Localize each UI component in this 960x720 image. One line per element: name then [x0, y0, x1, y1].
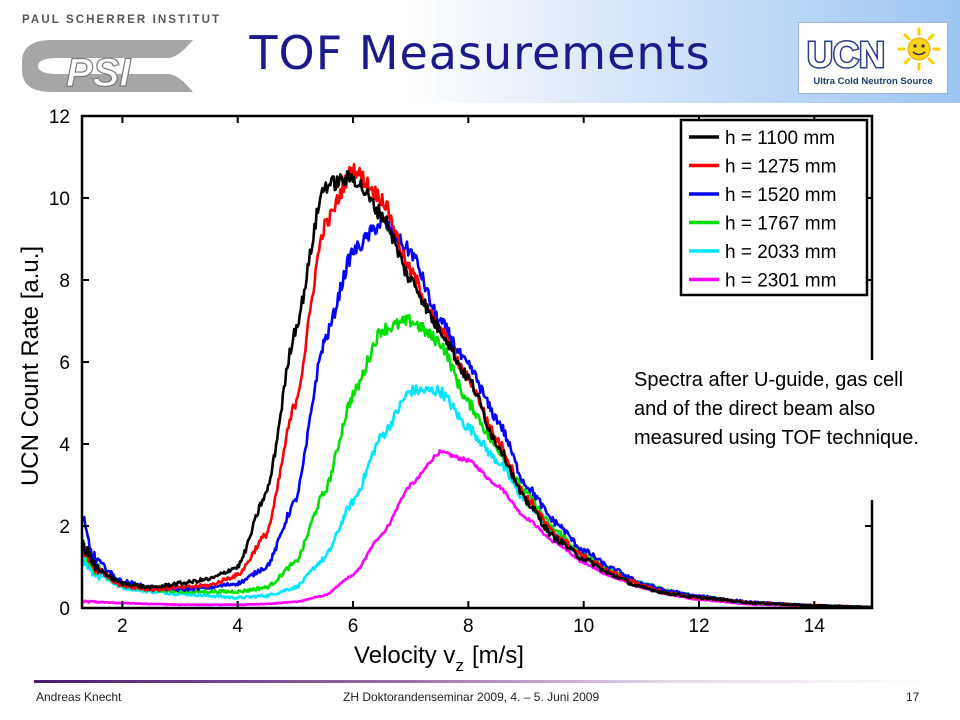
y-tick-label: 4	[59, 435, 70, 456]
legend-label: h = 2301 mm	[725, 271, 836, 292]
legend: h = 1100 mm h = 1275 mm h = 1520 mm h = 176…	[679, 118, 869, 297]
legend-label: h = 1100 mm	[725, 128, 835, 149]
psi-logo-text: PAUL SCHERRER INSTITUT	[22, 14, 222, 26]
ucn-logo: UCN Ultra Cold Neutron Source	[798, 22, 948, 94]
x-tick-label: 14	[804, 616, 826, 637]
ucn-logo-text: Ultra Cold Neutron Source	[813, 76, 933, 87]
x-tick-label: 2	[117, 616, 128, 637]
ucn-logo-mark: UCN	[807, 34, 885, 75]
y-tick-label: 10	[49, 189, 70, 210]
legend-label: h = 1275 mm	[725, 157, 836, 178]
annotation-box	[622, 360, 922, 500]
legend-label: h = 2033 mm	[725, 242, 836, 263]
page-title: TOF Measurements	[249, 26, 711, 80]
annotation-text: Spectra after U-guide, gas cell and of t…	[634, 369, 919, 449]
x-tick-label: 10	[573, 616, 594, 637]
legend-label: h = 1767 mm	[725, 214, 836, 235]
x-tick-label: 6	[348, 616, 359, 637]
psi-logo: PAUL SCHERRER INSTITUT PSI	[18, 14, 219, 94]
y-tick-label: 8	[59, 271, 70, 292]
x-axis-label-unit: [m/s]	[472, 642, 524, 669]
y-axis-label: UCN Count Rate [a.u.]	[17, 246, 44, 486]
legend-label: h = 1520 mm	[725, 185, 836, 206]
footer-event: ZH Doktorandenseminar 2009, 4. – 5. Juni…	[343, 690, 600, 704]
series-line-6	[81, 449, 873, 609]
x-axis-label-main: Velocity v	[354, 642, 455, 669]
x-tick-label: 12	[688, 616, 709, 637]
y-tick-label: 6	[59, 353, 70, 374]
x-axis-label: Velocity vz [m/s]	[354, 642, 524, 673]
y-tick-label: 0	[59, 599, 70, 620]
ucn-logo-graphic: UCN	[806, 27, 941, 77]
series-line-1	[80, 169, 873, 609]
page-number: 17	[906, 690, 920, 704]
psi-logo-mark: PSI	[66, 51, 131, 94]
chart: 2 4 6 8 10 12 14 0 2 4 6 8 10 12 UCN Count Rate [a.u.…	[17, 107, 874, 673]
psi-logo-graphic: PSI	[22, 40, 193, 94]
x-tick-label: 8	[463, 616, 474, 637]
footer-divider	[34, 680, 930, 683]
x-axis-label-subscript: z	[455, 656, 464, 673]
x-tick-label: 4	[232, 616, 243, 637]
y-tick-label: 2	[59, 517, 70, 538]
footer-author: Andreas Knecht	[36, 690, 122, 704]
y-tick-label: 12	[49, 107, 70, 128]
sun-icon	[897, 27, 941, 71]
legend-box	[679, 118, 869, 297]
